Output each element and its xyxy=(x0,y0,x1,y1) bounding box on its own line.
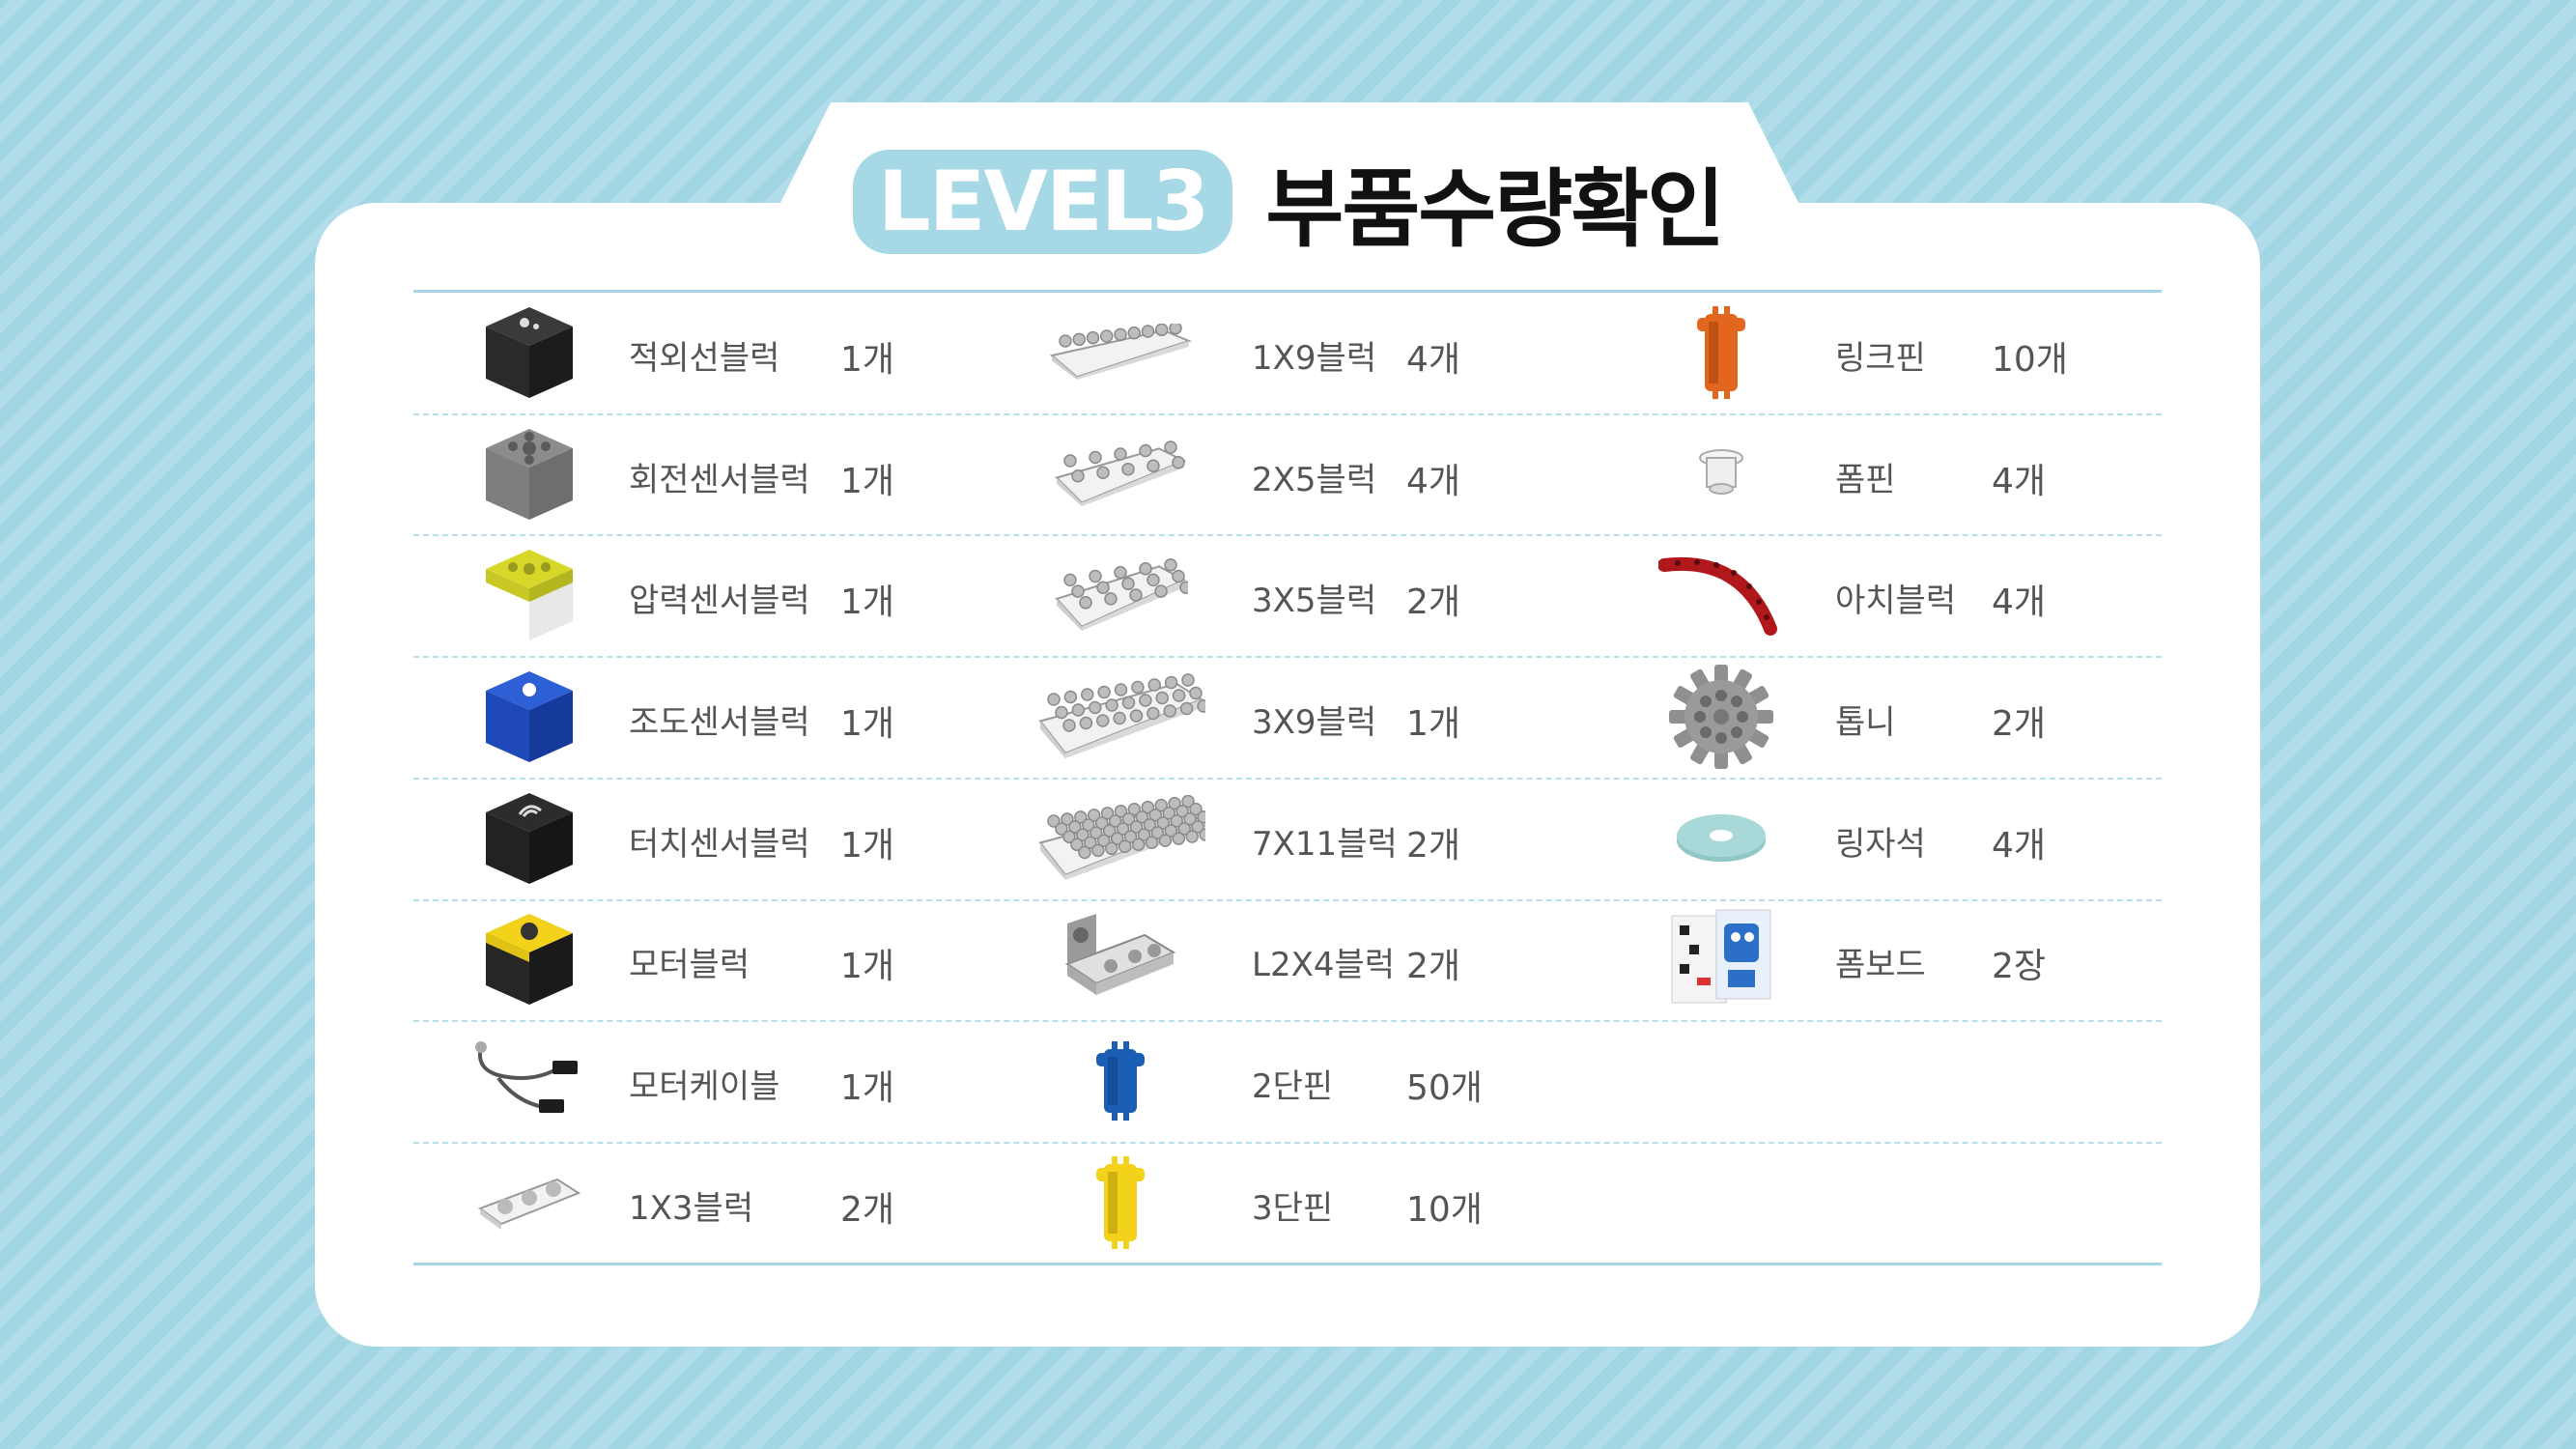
part-quantity: 10개 xyxy=(1992,339,2068,380)
link-pin-icon xyxy=(1687,304,1755,405)
ring-magnet-icon xyxy=(1673,810,1769,871)
part-name: 회전센서블럭 xyxy=(629,460,810,499)
part-quantity: 2개 xyxy=(1406,825,1461,866)
part-quantity: 1개 xyxy=(840,825,895,866)
row-divider xyxy=(413,1141,2162,1144)
touch-sensor-block-icon xyxy=(476,785,582,895)
table-bottom-rule xyxy=(413,1263,2162,1265)
1x9-block-icon xyxy=(1048,321,1193,385)
part-name: 아치블럭 xyxy=(1835,582,1957,621)
part-quantity: 2개 xyxy=(1406,582,1461,623)
part-name: 링크핀 xyxy=(1835,338,1926,378)
part-quantity: 50개 xyxy=(1406,1068,1483,1109)
part-quantity: 10개 xyxy=(1406,1189,1483,1230)
part-name: 모터케이블 xyxy=(629,1067,780,1107)
part-name: 1X3블럭 xyxy=(629,1188,754,1228)
rotation-sensor-block-icon xyxy=(476,421,582,531)
part-name: 2단핀 xyxy=(1252,1067,1334,1107)
part-quantity: 1개 xyxy=(840,947,895,987)
motor-cable-icon xyxy=(471,1037,587,1128)
level-badge: LEVEL3 xyxy=(852,150,1233,254)
foam-board-icon xyxy=(1668,906,1774,1016)
part-name: 폼핀 xyxy=(1835,460,1896,499)
part-quantity: 1개 xyxy=(840,461,895,501)
gear-icon xyxy=(1667,663,1775,775)
part-quantity: 4개 xyxy=(1992,582,2047,623)
ir-sensor-block-icon xyxy=(476,299,582,410)
motor-block-icon xyxy=(476,906,582,1016)
7x11-block-icon xyxy=(1036,794,1226,886)
table-top-rule xyxy=(413,290,2162,293)
2x5-block-icon xyxy=(1053,440,1188,512)
title-text: 부품수량확인 xyxy=(1265,158,1725,259)
page-title: LEVEL3 부품수량확인 xyxy=(0,149,2576,259)
part-name: 3X5블럭 xyxy=(1252,582,1377,621)
part-name: 모터블럭 xyxy=(629,946,750,985)
row-divider xyxy=(413,898,2162,901)
part-quantity: 2장 xyxy=(1992,947,2047,987)
row-divider xyxy=(413,1020,2162,1023)
pressure-sensor-block-icon xyxy=(476,542,582,652)
part-name: 터치센서블럭 xyxy=(629,824,810,864)
parts-card xyxy=(315,203,2260,1347)
part-quantity: 1개 xyxy=(840,703,895,744)
light-sensor-block-icon xyxy=(476,664,582,774)
part-name: 링자석 xyxy=(1835,824,1926,864)
3-stage-pin-icon xyxy=(1087,1154,1154,1255)
part-name: L2X4블럭 xyxy=(1252,946,1396,985)
2-stage-pin-icon xyxy=(1087,1039,1154,1126)
row-divider xyxy=(413,656,2162,659)
part-quantity: 2개 xyxy=(840,1189,895,1230)
part-quantity: 2개 xyxy=(1992,703,2047,744)
part-name: 폼보드 xyxy=(1835,946,1926,985)
part-quantity: 1개 xyxy=(840,1068,895,1109)
row-divider xyxy=(413,777,2162,780)
part-name: 압력센서블럭 xyxy=(629,582,810,621)
part-name: 3단핀 xyxy=(1252,1188,1334,1228)
part-name: 조도센서블럭 xyxy=(629,702,810,742)
part-name: 3X9블럭 xyxy=(1252,702,1377,742)
part-quantity: 4개 xyxy=(1992,461,2047,501)
3x5-block-icon xyxy=(1053,557,1193,637)
1x3-block-icon xyxy=(476,1174,582,1236)
part-name: 2X5블럭 xyxy=(1252,460,1377,499)
row-divider xyxy=(413,412,2162,415)
foam-pin-icon xyxy=(1687,440,1755,512)
part-name: 7X11블럭 xyxy=(1252,824,1398,864)
part-name: 톱니 xyxy=(1835,702,1896,742)
3x9-block-icon xyxy=(1036,673,1210,764)
part-quantity: 4개 xyxy=(1406,461,1461,501)
part-name: 1X9블럭 xyxy=(1252,338,1377,378)
part-quantity: 2개 xyxy=(1406,947,1461,987)
part-name: 적외선블럭 xyxy=(629,338,780,378)
part-quantity: 4개 xyxy=(1992,825,2047,866)
arch-block-icon xyxy=(1657,552,1784,642)
part-quantity: 1개 xyxy=(840,582,895,623)
l2x4-block-icon xyxy=(1058,906,1183,1016)
part-quantity: 1개 xyxy=(1406,703,1461,744)
part-quantity: 1개 xyxy=(840,339,895,380)
row-divider xyxy=(413,534,2162,537)
part-quantity: 4개 xyxy=(1406,339,1461,380)
